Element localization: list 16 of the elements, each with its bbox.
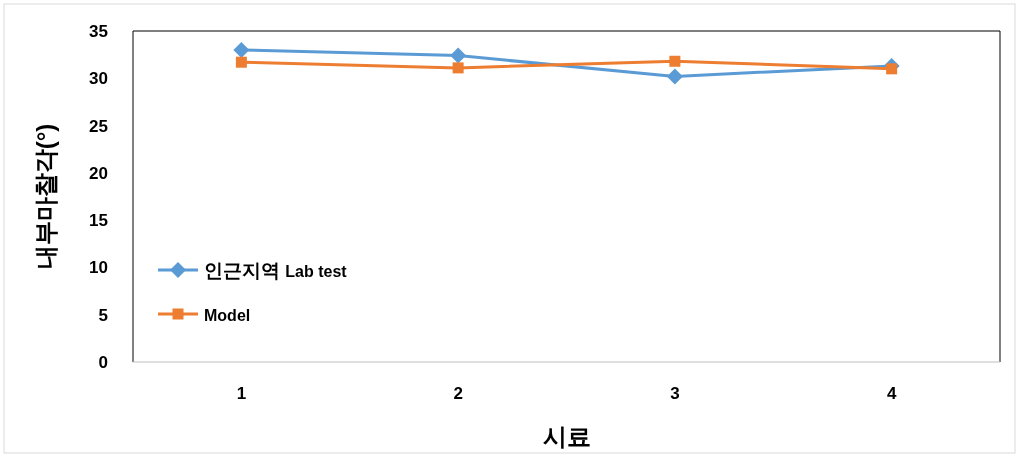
- y-tick-label: 35: [89, 22, 108, 41]
- y-tick-label: 15: [89, 211, 108, 231]
- x-tick-label: 4: [886, 384, 897, 403]
- legend-label: 인근지역 Lab test: [204, 260, 348, 281]
- legend-label: Model: [204, 307, 251, 324]
- x-tick-label: 1: [236, 384, 247, 403]
- y-tick-label: 0: [98, 353, 108, 372]
- x-tick-label: 3: [670, 384, 680, 403]
- x-tick-label: 2: [453, 384, 463, 403]
- y-tick-label: 5: [98, 305, 108, 325]
- y-tick-label: 25: [89, 116, 108, 136]
- y-axis-title: 내부마찰각(°): [32, 123, 59, 270]
- y-tick-label: 20: [89, 163, 108, 183]
- x-axis-title: 시료: [542, 423, 591, 450]
- y-tick-label: 30: [89, 69, 108, 89]
- y-tick-label: 10: [89, 258, 108, 278]
